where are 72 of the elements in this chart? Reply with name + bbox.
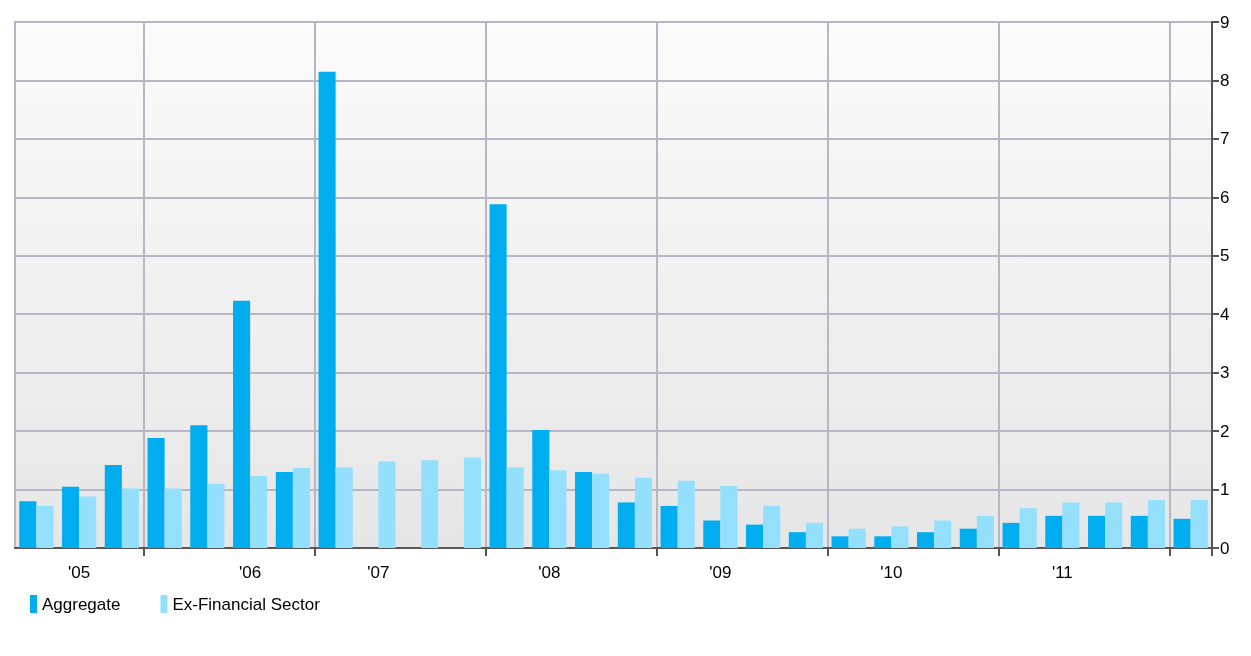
bar <box>934 520 952 548</box>
x-tick-label: '09 <box>709 563 732 582</box>
bar <box>746 524 764 548</box>
bar <box>1105 502 1123 548</box>
bar <box>421 460 439 548</box>
bar <box>233 300 251 548</box>
bar <box>634 477 652 548</box>
bar <box>19 501 37 548</box>
bar <box>703 520 721 548</box>
bar <box>831 536 849 548</box>
bar <box>720 486 738 548</box>
bar <box>275 472 293 548</box>
x-tick-label: '07 <box>367 563 390 582</box>
bar <box>62 486 80 548</box>
bar <box>378 461 396 548</box>
bar <box>36 505 54 548</box>
x-tick-label: '06 <box>239 563 262 582</box>
bar <box>763 505 781 548</box>
bar <box>1088 515 1106 548</box>
bar <box>1062 502 1080 548</box>
bar <box>1002 522 1020 548</box>
y-tick-label: 2 <box>1220 421 1230 441</box>
y-tick-label: 4 <box>1220 304 1230 324</box>
bar <box>1130 515 1148 548</box>
bar <box>891 526 909 548</box>
bar <box>79 496 97 548</box>
bar <box>575 472 593 548</box>
bar <box>104 465 122 548</box>
bar <box>874 536 892 548</box>
bar <box>250 476 268 548</box>
x-tick-label: '08 <box>538 563 561 582</box>
x-tick-label: '10 <box>880 563 903 582</box>
bar <box>207 483 225 548</box>
x-tick-label: '11 <box>1051 563 1073 582</box>
bar <box>677 480 695 548</box>
y-tick-label: 7 <box>1220 129 1230 149</box>
y-tick-label: 9 <box>1220 12 1230 32</box>
bar <box>976 515 994 548</box>
bar <box>660 505 678 548</box>
bar <box>335 467 353 548</box>
bar <box>617 502 635 548</box>
y-tick-label: 0 <box>1220 538 1230 558</box>
bar <box>1190 500 1208 548</box>
y-tick-label: 5 <box>1220 246 1230 266</box>
bar <box>121 488 139 548</box>
bar <box>318 71 336 548</box>
y-tick-label: 8 <box>1220 70 1230 90</box>
legend-label: Ex-Financial Sector <box>172 594 321 614</box>
y-tick-label: 1 <box>1220 480 1230 500</box>
legend-label: Aggregate <box>42 594 121 614</box>
bar <box>1147 500 1165 548</box>
bar <box>1019 508 1037 548</box>
bar <box>147 438 165 548</box>
y-tick-label: 6 <box>1220 187 1230 207</box>
bar <box>848 528 866 548</box>
bar <box>917 532 935 548</box>
x-tick-label: '05 <box>68 563 91 582</box>
bar <box>190 425 208 548</box>
bar <box>1173 518 1191 548</box>
bar <box>463 457 481 548</box>
bar <box>805 522 823 548</box>
bar <box>1045 515 1063 548</box>
y-tick-label: 3 <box>1220 363 1230 383</box>
bar <box>292 467 310 548</box>
bar <box>489 204 507 548</box>
bar <box>592 473 610 548</box>
bar <box>532 429 550 548</box>
bar <box>959 528 977 548</box>
bar <box>164 488 182 548</box>
bar <box>788 532 806 548</box>
bar <box>506 467 524 548</box>
bar <box>549 470 567 548</box>
